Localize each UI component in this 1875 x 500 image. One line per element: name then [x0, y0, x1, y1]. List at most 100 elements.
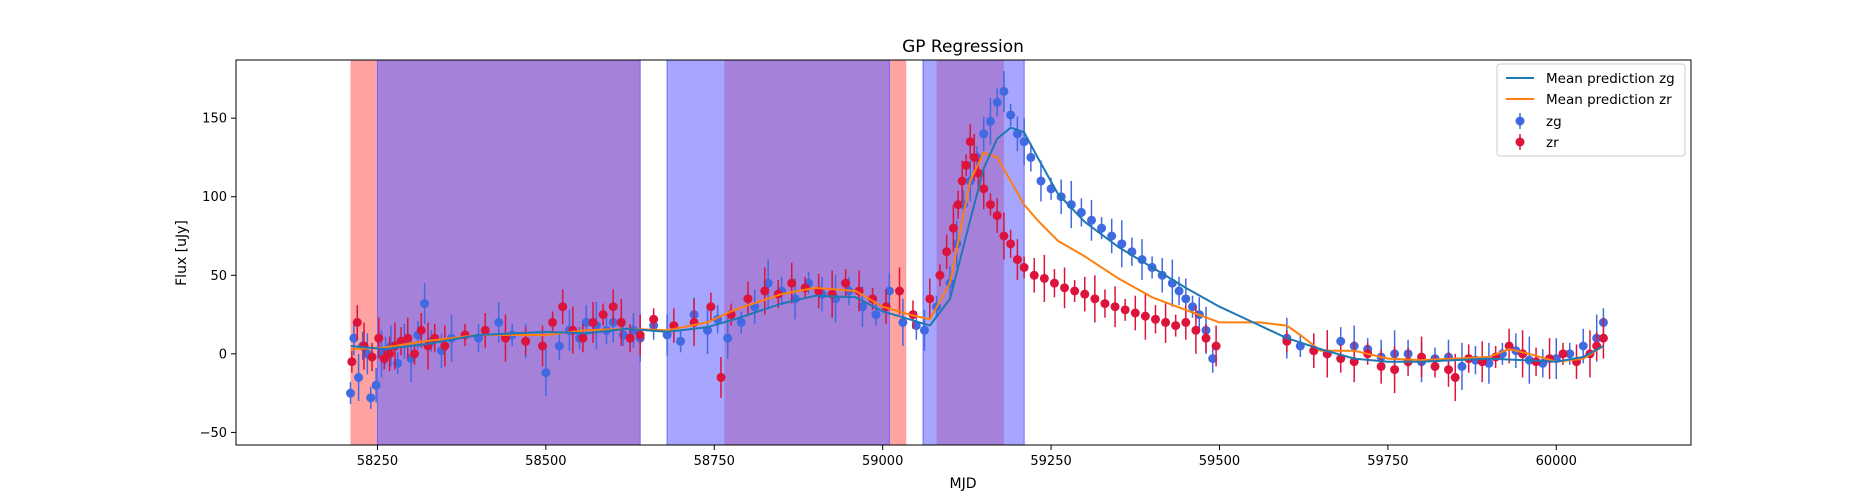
data-point-zr [760, 286, 770, 296]
data-point-zr [1019, 262, 1029, 272]
data-point-zr [548, 317, 558, 327]
data-point-zr [1029, 270, 1039, 280]
x-tick-label: 59750 [1367, 454, 1408, 469]
data-point-zg [871, 310, 881, 320]
data-point-zr [979, 184, 989, 194]
x-tick-label: 58750 [694, 454, 735, 469]
x-tick-label: 58500 [525, 454, 566, 469]
data-point-zr [942, 247, 952, 257]
data-point-zg [999, 86, 1009, 96]
data-point-zr [1181, 317, 1191, 327]
data-point-zr [537, 341, 547, 351]
legend-box [1496, 63, 1686, 157]
data-point-zr [841, 278, 851, 288]
data-point-zr [1558, 349, 1568, 359]
mean-prediction-line-zr [350, 151, 1604, 363]
data-point-zr [410, 349, 420, 359]
data-point-zr [1598, 333, 1608, 343]
data-point-zg [979, 129, 989, 139]
data-point-zg [554, 341, 564, 351]
data-point-zg [1336, 336, 1346, 346]
legend-label-zr-line: Mean prediction zr [1546, 92, 1672, 108]
data-point-zr [1049, 278, 1059, 288]
data-point-zg [420, 299, 430, 309]
data-point-zr [558, 302, 568, 312]
mean-prediction-line-zg [350, 126, 1604, 363]
data-point-zr [1140, 311, 1150, 321]
y-tick-label: 100 [202, 190, 227, 205]
shaded-region-zg [666, 59, 890, 446]
data-point-zr [925, 294, 935, 304]
data-point-zr [598, 310, 608, 320]
data-point-zg [541, 368, 551, 378]
legend-label-zg: zg [1546, 114, 1562, 130]
data-point-zr [1450, 372, 1460, 382]
data-point-zr [1039, 273, 1049, 283]
y-tick-label: −50 [200, 426, 227, 441]
x-axis-label: MJD [950, 476, 977, 492]
observation-points [346, 71, 1608, 409]
data-point-zg [919, 325, 929, 335]
data-point-zr [1390, 365, 1400, 375]
data-point-zr [649, 314, 659, 324]
data-point-zg [857, 302, 867, 312]
data-point-zg [763, 278, 773, 288]
data-point-zg [1565, 349, 1575, 359]
data-point-zg [1006, 110, 1016, 120]
data-point-zr [1504, 341, 1514, 351]
data-point-zg [911, 321, 921, 331]
data-point-zr [608, 302, 618, 312]
x-tick-label: 58250 [357, 454, 398, 469]
data-point-zr [588, 317, 598, 327]
data-point-zr [1012, 255, 1022, 265]
data-point-zg [581, 317, 591, 327]
mean-prediction-lines [350, 126, 1604, 363]
data-point-zr [347, 357, 357, 367]
x-tick-label: 60000 [1536, 454, 1577, 469]
data-point-zr [1376, 361, 1386, 371]
data-point-zr [965, 137, 975, 147]
data-point-zr [625, 333, 635, 343]
data-point-zg [1208, 354, 1218, 364]
shaded-regions [350, 59, 1025, 446]
data-point-zg [1578, 341, 1588, 351]
x-tick-label: 59250 [1030, 454, 1071, 469]
y-tick-label: 150 [202, 112, 227, 127]
data-point-zg [1097, 223, 1107, 233]
data-point-zg [884, 286, 894, 296]
data-point-zr [1150, 314, 1160, 324]
data-point-zr [935, 270, 945, 280]
data-point-zr [1110, 302, 1120, 312]
data-point-zr [1100, 299, 1110, 309]
data-point-zr [367, 352, 377, 362]
data-point-zr [985, 200, 995, 210]
data-point-zr [374, 333, 384, 343]
data-point-zr [895, 286, 905, 296]
data-point-zr [352, 317, 362, 327]
legend-marker-zr [1515, 137, 1525, 147]
data-point-zr [440, 341, 450, 351]
data-point-zg [1066, 200, 1076, 210]
data-point-zg [1086, 215, 1096, 225]
data-point-zr [992, 211, 1002, 221]
data-point-zr [578, 333, 588, 343]
data-point-zg [898, 317, 908, 327]
data-point-zg [354, 372, 364, 382]
data-point-zr [616, 317, 626, 327]
data-point-zr [957, 176, 967, 186]
data-point-zr [1211, 341, 1221, 351]
legend-marker-zg [1515, 116, 1525, 126]
y-tick-label: 50 [210, 269, 227, 284]
data-point-zg [1174, 286, 1184, 296]
data-point-zg [662, 330, 672, 340]
data-point-zr [635, 330, 645, 340]
data-point-zg [371, 380, 381, 390]
data-point-zg [723, 333, 733, 343]
data-point-zr [1191, 325, 1201, 335]
data-point-zg [736, 317, 746, 327]
data-point-zr [416, 325, 426, 335]
data-point-zr [403, 333, 413, 343]
x-tick-label: 59000 [862, 454, 903, 469]
data-point-zr [1444, 365, 1453, 375]
data-point-zr [1130, 308, 1140, 318]
